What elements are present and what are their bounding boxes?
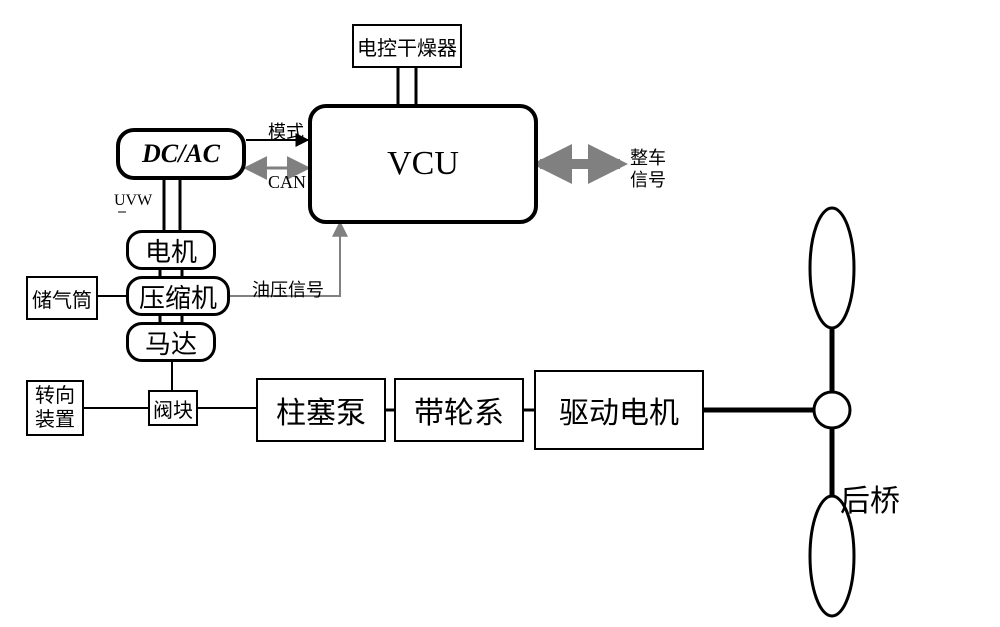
piston-pump-box: 柱塞泵 [256,378,386,442]
diagram-root: 电控干燥器 VCU DC/AC 电机 压缩机 马达 储气筒 转向 装置 阀块 柱… [0,0,1000,627]
vcu-box: VCU [308,104,538,224]
tank-label: 储气筒 [32,284,92,313]
piston-pump-label: 柱塞泵 [276,388,366,432]
hydraulic-motor-label: 马达 [145,324,197,361]
vcu-label: VCU [387,145,459,183]
dcac-label: DC/AC [142,139,220,169]
hydraulic-motor-box: 马达 [126,322,216,362]
dryer-label: 电控干燥器 [357,32,457,61]
steering-box: 转向 装置 [26,380,84,436]
can-label: CAN [268,172,306,193]
compressor-box: 压缩机 [126,276,230,316]
compressor-label: 压缩机 [139,278,217,315]
uvw-label: UVW [114,192,152,210]
drive-motor-label: 驱动电机 [559,388,679,432]
steering-label: 转向 装置 [35,384,75,432]
rear-axle-label: 后桥 [840,476,900,520]
pulley-box: 带轮系 [394,378,524,442]
valve-box: 阀块 [148,390,198,426]
pulley-label: 带轮系 [414,388,504,432]
valve-label: 阀块 [153,394,193,423]
dryer-box: 电控干燥器 [352,24,462,68]
tank-box: 储气筒 [26,276,98,320]
small-motor-box: 电机 [126,230,216,270]
dcac-box: DC/AC [116,128,246,180]
rear-wheel-top [810,208,854,328]
mode-label: 模式 [268,118,304,144]
vehicle-signal-label: 整车 信号 [630,148,666,191]
drive-motor-box: 驱动电机 [534,370,704,450]
rear-axle-diff [814,392,850,428]
small-motor-label: 电机 [145,232,197,269]
oil-signal-label: 油压信号 [252,276,324,302]
